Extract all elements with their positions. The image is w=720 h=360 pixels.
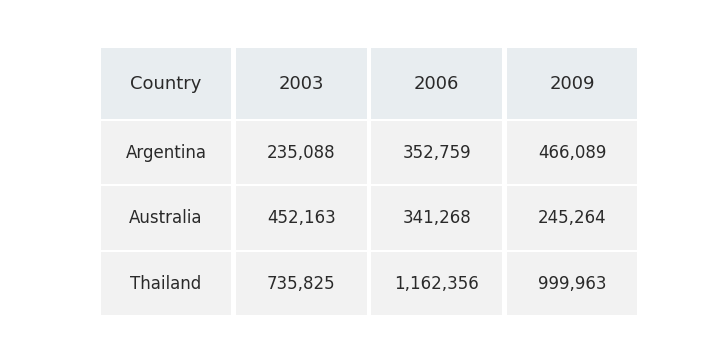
Text: 2009: 2009	[549, 75, 595, 93]
Text: Country: Country	[130, 75, 202, 93]
Text: 341,268: 341,268	[402, 209, 471, 227]
FancyBboxPatch shape	[507, 49, 637, 119]
FancyBboxPatch shape	[372, 186, 502, 250]
FancyBboxPatch shape	[372, 49, 502, 119]
FancyBboxPatch shape	[507, 121, 637, 184]
FancyBboxPatch shape	[236, 121, 366, 184]
Text: 452,163: 452,163	[267, 209, 336, 227]
Text: Thailand: Thailand	[130, 275, 202, 293]
Text: 735,825: 735,825	[267, 275, 336, 293]
Text: 245,264: 245,264	[538, 209, 606, 227]
FancyBboxPatch shape	[101, 121, 231, 184]
Text: 235,088: 235,088	[267, 144, 336, 162]
Text: 1,162,356: 1,162,356	[395, 275, 479, 293]
FancyBboxPatch shape	[507, 186, 637, 250]
FancyBboxPatch shape	[101, 49, 231, 119]
FancyBboxPatch shape	[101, 252, 231, 315]
Text: 2006: 2006	[414, 75, 459, 93]
Text: 999,963: 999,963	[538, 275, 606, 293]
FancyBboxPatch shape	[372, 252, 502, 315]
Text: Australia: Australia	[130, 209, 203, 227]
FancyBboxPatch shape	[101, 186, 231, 250]
FancyBboxPatch shape	[507, 252, 637, 315]
Text: 352,759: 352,759	[402, 144, 471, 162]
Text: 466,089: 466,089	[538, 144, 606, 162]
FancyBboxPatch shape	[236, 186, 366, 250]
Text: 2003: 2003	[279, 75, 324, 93]
FancyBboxPatch shape	[236, 252, 366, 315]
FancyBboxPatch shape	[236, 49, 366, 119]
Text: Argentina: Argentina	[125, 144, 207, 162]
FancyBboxPatch shape	[372, 121, 502, 184]
